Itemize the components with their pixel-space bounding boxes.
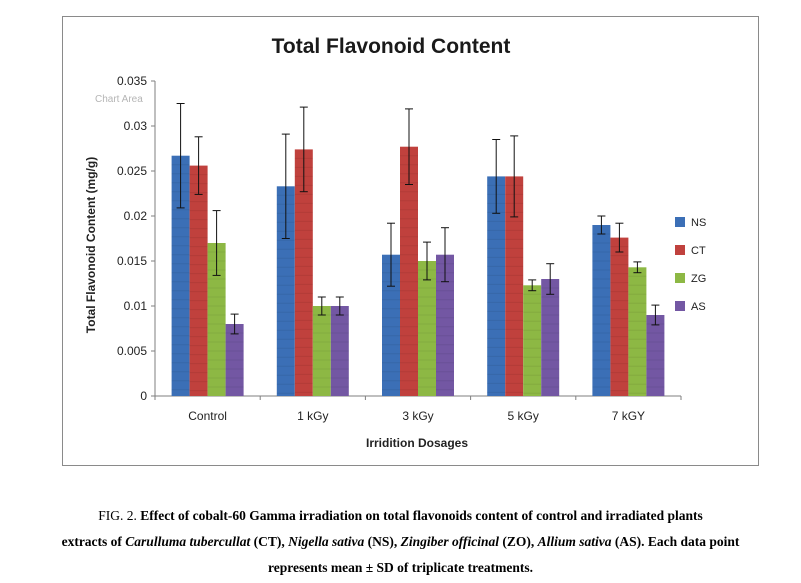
legend-label-ct: CT	[691, 245, 706, 257]
error-bar-ns	[387, 222, 395, 287]
error-bar-ns	[492, 139, 501, 214]
caption-species-as: Allium sativa	[537, 534, 612, 549]
axes: 0 0.005 0.01 0.015 0.02 0.025 0.03 0.035 Control…	[117, 74, 682, 423]
y-tick-label: 0.03	[124, 119, 148, 133]
chart-area: Total Flavonoid Content Chart Area 0 0.00…	[62, 16, 759, 466]
bar-as	[541, 279, 560, 396]
error-bar-ct	[299, 106, 308, 193]
bar-as	[330, 306, 349, 396]
bar-zg	[418, 261, 436, 396]
bar-as	[225, 324, 244, 396]
error-bar-ns	[176, 103, 185, 209]
legend-swatch-ct	[675, 245, 685, 255]
bar-as	[646, 315, 665, 396]
bar-ct	[505, 176, 524, 396]
bar-ns	[276, 186, 295, 396]
caption-line-1: FIG. 2. Effect of cobalt-60 Gamma irradi…	[0, 503, 801, 529]
caption-text-1: Effect of cobalt-60 Gamma irradiation on…	[140, 508, 703, 523]
chart-title: Total Flavonoid Content	[272, 35, 511, 58]
legend-swatch-ns	[675, 217, 685, 227]
legend-label-ns: NS	[691, 217, 706, 229]
error-bar-zg	[212, 210, 221, 276]
error-bar-zg	[317, 296, 326, 316]
bar-chart: Total Flavonoid Content Chart Area 0 0.00…	[84, 35, 706, 450]
y-tick-label: 0.015	[117, 254, 147, 268]
bar-ct	[189, 165, 208, 396]
caption-line-2: extracts of Carulluma tubercullat (CT), …	[0, 529, 801, 555]
figure-label: FIG. 2.	[98, 508, 137, 523]
caption-text-2a: extracts of	[61, 534, 126, 549]
bar-zg	[628, 267, 647, 396]
error-bar-ct	[510, 135, 519, 218]
caption-species-ct: Carulluma tubercullat	[125, 534, 251, 549]
bar-ns	[171, 155, 190, 396]
x-tick-label: 3 kGy	[402, 409, 433, 423]
legend: NS CT ZG AS	[675, 217, 706, 313]
bar-ns	[487, 176, 506, 396]
legend-swatch-as	[675, 301, 685, 311]
x-axis-label: Irridition Dosages	[366, 436, 468, 450]
bar-ns	[592, 225, 611, 396]
error-bar-ct	[615, 222, 624, 253]
error-bar-ns	[281, 133, 290, 239]
y-tick-label: 0.025	[117, 164, 147, 178]
y-tick-label: 0.035	[117, 74, 147, 88]
legend-label-as: AS	[691, 301, 706, 313]
y-tick-label: 0	[140, 389, 147, 403]
bar-zg	[207, 243, 226, 396]
caption-text-2d: (ZO),	[498, 534, 538, 549]
caption-species-ns: Nigella sativa	[288, 534, 365, 549]
bar-ct	[400, 146, 418, 396]
error-bar-as	[230, 313, 239, 335]
y-tick-label: 0.02	[124, 209, 148, 223]
caption-species-zo: Zingiber officinal	[400, 534, 499, 549]
legend-label-zg: ZG	[691, 273, 706, 285]
bar-as	[436, 254, 454, 396]
error-bar-as	[441, 227, 449, 283]
x-tick-label: 7 kGY	[612, 409, 645, 423]
x-tick-label: 1 kGy	[297, 409, 328, 423]
caption-line-3: represents mean ± SD of triplicate treat…	[268, 560, 533, 575]
error-bar-ct	[194, 136, 203, 195]
y-axis-label: Total Flavonoid Content (mg/g)	[84, 157, 98, 333]
error-bar-ct	[405, 108, 413, 185]
figure-caption: FIG. 2. Effect of cobalt-60 Gamma irradi…	[0, 503, 801, 581]
bar-ct	[610, 237, 629, 396]
bars-group	[171, 146, 665, 396]
bar-zg	[523, 285, 542, 396]
caption-text-2b: (CT),	[250, 534, 289, 549]
bar-ct	[294, 149, 313, 396]
bar-zg	[312, 306, 331, 396]
error-bar-as	[546, 263, 555, 295]
error-bar-zg	[528, 279, 537, 292]
y-tick-label: 0.01	[124, 299, 148, 313]
caption-text-2e: (AS). Each data point	[611, 534, 740, 549]
caption-text-2c: (NS),	[364, 534, 401, 549]
error-bar-zg	[423, 241, 431, 281]
x-tick-label: 5 kGy	[508, 409, 539, 423]
x-tick-label: Control	[188, 409, 227, 423]
error-bar-zg	[633, 261, 642, 274]
legend-swatch-zg	[675, 273, 685, 283]
chart-area-tooltip: Chart Area	[95, 94, 143, 105]
error-bar-as	[335, 296, 344, 316]
error-bars-group	[176, 103, 660, 335]
bar-ns	[382, 254, 400, 396]
error-bar-ns	[597, 215, 606, 235]
error-bar-as	[651, 304, 660, 326]
y-tick-label: 0.005	[117, 344, 147, 358]
